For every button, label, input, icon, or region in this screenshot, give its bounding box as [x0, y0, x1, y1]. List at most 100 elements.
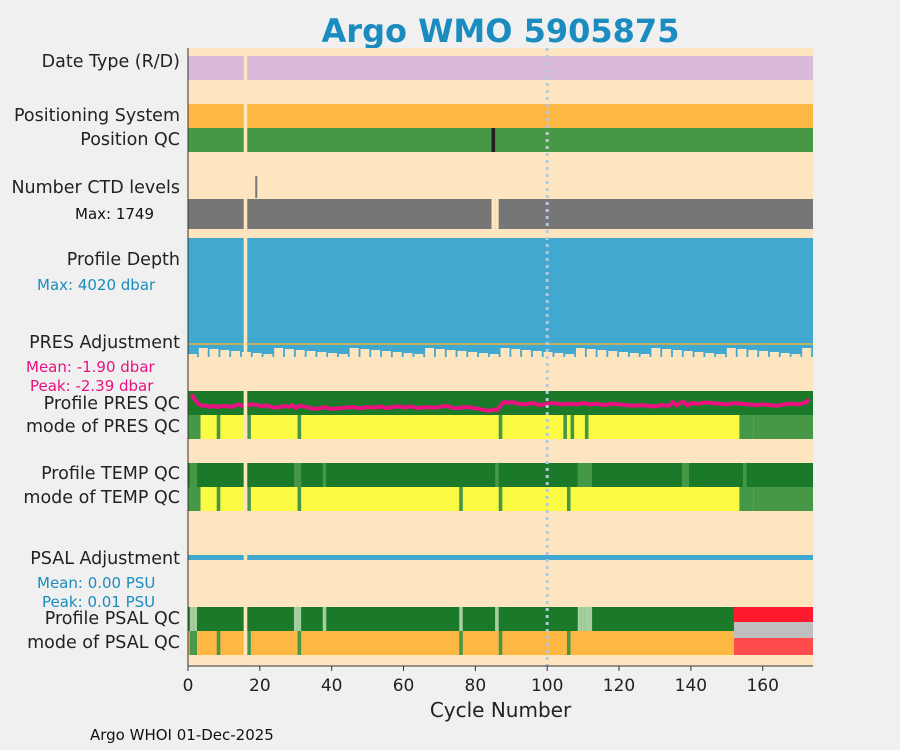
label-profile-depth: Profile Depth	[66, 250, 180, 270]
mode-pres-qc-mark	[742, 415, 747, 439]
profile-psal-qc-mark	[193, 607, 197, 631]
profile-depth-bottom-notch	[629, 353, 639, 357]
mode-pres-qc-segment	[200, 415, 740, 439]
profile-depth-bottom-notch	[371, 350, 381, 357]
psal-adjustment-bar	[188, 555, 813, 560]
label-positioning-system: Positioning System	[13, 106, 180, 126]
ctd-levels-gap	[491, 199, 496, 229]
mode-psal-qc-mark	[189, 631, 194, 655]
label-mode-temp-qc: mode of TEMP QC	[23, 488, 180, 508]
profile-depth-bottom-notch	[759, 351, 769, 357]
x-tick-label: 20	[249, 676, 271, 696]
mode-temp-qc-mark	[216, 487, 221, 511]
mode-temp-qc-mark	[193, 487, 197, 511]
ctd-levels-spike	[255, 176, 258, 198]
profile-depth-bottom-notch	[317, 352, 327, 357]
x-tick-label: 100	[530, 676, 564, 696]
mode-temp-qc-mark	[742, 487, 747, 511]
label-profile-psal-qc: Profile PSAL QC	[44, 609, 180, 629]
mode-pres-qc-mark	[570, 415, 575, 439]
profile-depth-bottom-notch	[360, 349, 370, 357]
profile-depth-bottom-notch	[274, 348, 284, 357]
profile-depth-bottom-notch	[683, 351, 693, 357]
profile-depth-bottom-notch	[263, 354, 273, 357]
profile-depth-bottom-notch	[522, 350, 532, 357]
mode-temp-qc-segment	[753, 487, 813, 511]
profile-depth-bottom-notch	[220, 350, 230, 357]
profile-depth-bottom-notch	[791, 354, 801, 357]
profile-psal-qc-mark	[588, 607, 593, 631]
mode-pres-qc-mark	[498, 415, 503, 439]
profile-depth-bottom-notch	[748, 350, 758, 357]
profile-depth-bottom-notch	[252, 353, 262, 357]
x-tick-label: 60	[392, 676, 415, 696]
profile-psal-qc-mark	[581, 607, 585, 631]
mode-psal-qc-mark	[498, 631, 503, 655]
label-mode-pres-qc: mode of PRES QC	[25, 417, 180, 437]
profile-temp-qc-mark	[685, 463, 690, 487]
profile-depth-bottom-notch	[468, 352, 478, 357]
x-tick-label: 160	[746, 676, 779, 696]
profile-temp-qc-mark	[577, 463, 582, 487]
profile-temp-qc-mark	[189, 463, 194, 487]
mode-pres-qc-segment	[753, 415, 813, 439]
profile-temp-qc-mark	[581, 463, 585, 487]
profile-temp-qc-mark	[681, 463, 686, 487]
profile-psal-qc-mark	[495, 607, 499, 631]
mode-pres-qc-mark	[247, 415, 251, 439]
profile-psal-qc-mark	[584, 607, 589, 631]
mode-pres-qc-mark	[193, 415, 197, 439]
pres-peak-annotation: Peak: -2.39 dbar	[30, 377, 154, 395]
profile-depth-bottom-notch	[231, 351, 241, 357]
profile-psal-qc-mark	[459, 607, 463, 631]
profile-depth-bottom-notch	[349, 348, 359, 357]
profile-depth-bottom-notch	[619, 352, 629, 357]
mode-pres-qc-mark	[297, 415, 302, 439]
profile-temp-qc-bar	[188, 463, 813, 487]
profile-depth-bottom-notch	[565, 354, 575, 357]
profile-depth-bottom-notch	[586, 349, 596, 357]
profile-depth-bottom-notch	[672, 350, 682, 357]
profile-depth-bottom-notch	[403, 353, 413, 357]
mode-psal-qc-mark	[459, 631, 463, 655]
profile-temp-qc-mark	[293, 463, 298, 487]
mode-psal-qc-mark	[216, 631, 221, 655]
mode-psal-qc-mark	[247, 631, 251, 655]
mode-pres-qc-mark	[584, 415, 589, 439]
label-profile-pres-qc: Profile PRES QC	[43, 394, 180, 414]
profile-depth-bottom-notch	[489, 354, 499, 357]
footer-credit: Argo WHOI 01-Dec-2025	[90, 726, 274, 744]
psal-mean-annotation: Mean: 0.00 PSU	[37, 574, 156, 592]
label-profile-temp-qc: Profile TEMP QC	[41, 464, 180, 484]
mode-temp-qc-segment	[200, 487, 740, 511]
profile-psal-qc-mark	[293, 607, 298, 631]
date-type-bar	[188, 56, 813, 80]
mode-temp-qc-mark	[247, 487, 251, 511]
x-tick-label: 120	[602, 676, 636, 696]
profile-depth-bottom-notch	[575, 348, 585, 357]
mode-temp-qc-mark	[566, 487, 571, 511]
profile-temp-qc-mark	[742, 463, 747, 487]
profile-depth-bottom-notch	[295, 350, 305, 357]
label-date-type: Date Type (R/D)	[41, 52, 180, 72]
mode-temp-qc-mark	[189, 487, 194, 511]
mode-psal-qc-grey-band	[733, 622, 813, 638]
mode-psal-qc-mark	[566, 631, 571, 655]
profile-psal-qc-mark	[577, 607, 582, 631]
label-position-qc: Position QC	[80, 130, 180, 150]
ctd-max-annotation: Max: 1749	[75, 205, 155, 223]
label-pres-adjustment: PRES Adjustment	[29, 333, 180, 353]
mode-temp-qc-mark	[459, 487, 463, 511]
profile-psal-qc-mark	[297, 607, 302, 631]
pres-adjustment-line	[189, 393, 811, 413]
profile-temp-qc-mark	[584, 463, 589, 487]
profile-depth-bottom-notch	[769, 352, 779, 357]
x-tick-label: 140	[674, 676, 708, 696]
label-number-ctd-levels: Number CTD levels	[11, 178, 180, 198]
profile-depth-bottom-notch	[705, 353, 715, 357]
position-qc-bar	[188, 128, 813, 152]
profile-temp-qc-mark	[322, 463, 327, 487]
missing-cycle-gap	[243, 48, 248, 666]
profile-depth-bottom-notch	[694, 352, 704, 357]
